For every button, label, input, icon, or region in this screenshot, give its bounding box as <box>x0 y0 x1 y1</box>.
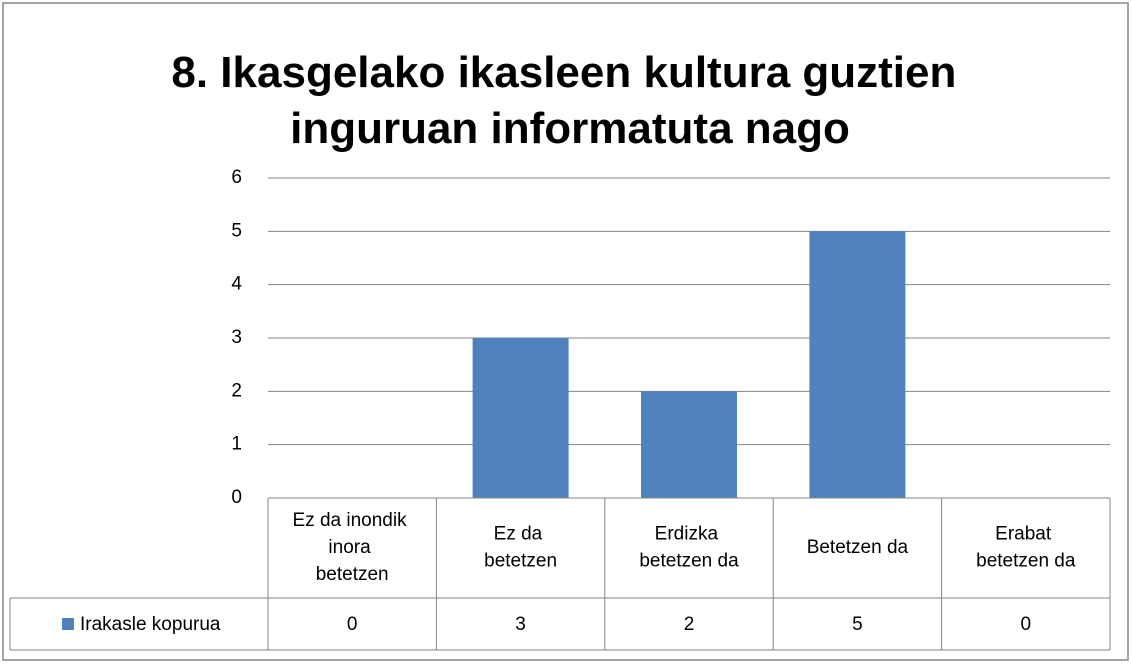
y-tick-label: 6 <box>231 167 242 188</box>
table-value: 0 <box>347 614 358 635</box>
x-tick-label: Erdizka betetzen da <box>639 524 739 572</box>
table-value: 5 <box>852 614 863 635</box>
y-tick-label: 2 <box>231 380 242 401</box>
table-value: 0 <box>1021 614 1032 635</box>
bar <box>641 391 737 498</box>
y-tick-label: 5 <box>231 220 242 241</box>
bar <box>472 338 569 498</box>
table-value: 3 <box>515 614 526 635</box>
x-tick-label: Betetzen da <box>807 537 909 558</box>
y-tick-label: 1 <box>231 434 242 455</box>
y-tick-label: 4 <box>231 274 242 295</box>
y-tick-label: 3 <box>231 327 242 348</box>
y-tick-label: 0 <box>231 487 242 508</box>
bar <box>809 231 906 499</box>
legend-swatch <box>62 618 74 630</box>
x-tick-label: Erabat betetzen da <box>976 524 1076 572</box>
legend-label: Irakasle kopurua <box>80 614 221 635</box>
x-tick-label: Ez da betetzen <box>484 524 557 572</box>
x-tick-label: Ez da inondik inora betetzen <box>293 510 412 585</box>
table-value: 2 <box>684 614 695 635</box>
chart-title: 8. Ikasgelako ikasleen kultura guztien i… <box>171 48 968 153</box>
